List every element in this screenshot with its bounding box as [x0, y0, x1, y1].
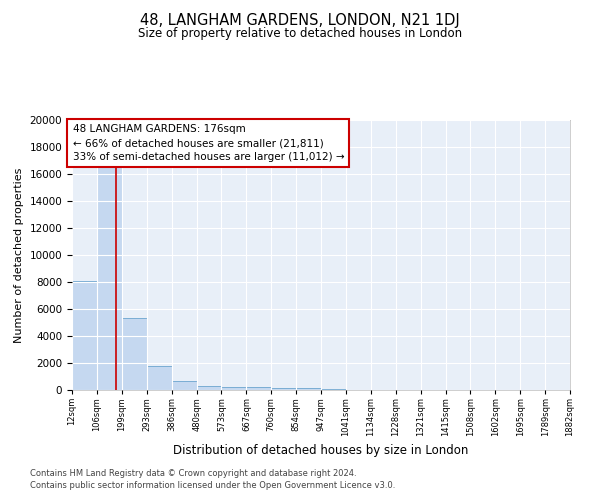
Bar: [247, 388, 271, 390]
Text: Size of property relative to detached houses in London: Size of property relative to detached ho…: [138, 28, 462, 40]
Bar: [172, 380, 197, 390]
Text: 48 LANGHAM GARDENS: 176sqm
← 66% of detached houses are smaller (21,811)
33% of : 48 LANGHAM GARDENS: 176sqm ← 66% of deta…: [73, 124, 344, 162]
Bar: [296, 388, 321, 390]
Text: Contains public sector information licensed under the Open Government Licence v3: Contains public sector information licen…: [30, 481, 395, 490]
Text: Contains HM Land Registry data © Crown copyright and database right 2024.: Contains HM Land Registry data © Crown c…: [30, 468, 356, 477]
Bar: [122, 318, 147, 390]
Y-axis label: Number of detached properties: Number of detached properties: [14, 168, 24, 342]
Bar: [197, 386, 221, 390]
Text: 48, LANGHAM GARDENS, LONDON, N21 1DJ: 48, LANGHAM GARDENS, LONDON, N21 1DJ: [140, 12, 460, 28]
Bar: [221, 387, 247, 390]
Bar: [72, 280, 97, 390]
Bar: [271, 388, 296, 390]
X-axis label: Distribution of detached houses by size in London: Distribution of detached houses by size …: [173, 444, 469, 458]
Bar: [147, 366, 172, 390]
Bar: [97, 166, 122, 390]
